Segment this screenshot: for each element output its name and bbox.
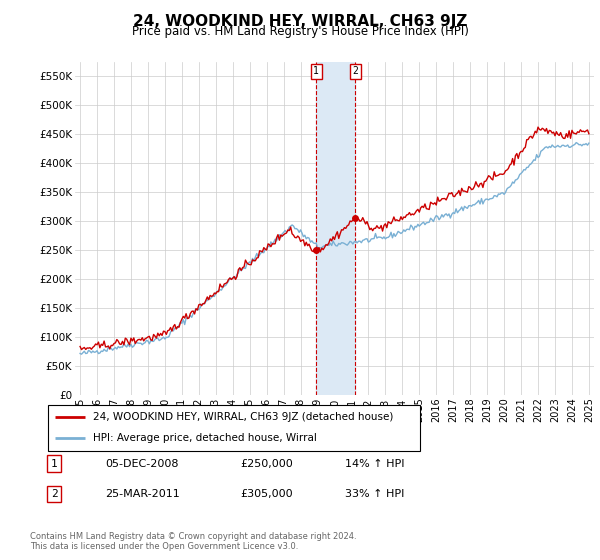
Text: This data is licensed under the Open Government Licence v3.0.: This data is licensed under the Open Gov… xyxy=(30,542,298,551)
Text: 1: 1 xyxy=(313,67,319,77)
Text: 2: 2 xyxy=(50,489,58,499)
Text: 14% ↑ HPI: 14% ↑ HPI xyxy=(345,459,404,469)
Text: 24, WOODKIND HEY, WIRRAL, CH63 9JZ: 24, WOODKIND HEY, WIRRAL, CH63 9JZ xyxy=(133,14,467,29)
Bar xyxy=(316,62,355,395)
Text: 25-MAR-2011: 25-MAR-2011 xyxy=(105,489,180,499)
Text: HPI: Average price, detached house, Wirral: HPI: Average price, detached house, Wirr… xyxy=(92,433,317,444)
Text: £250,000: £250,000 xyxy=(240,459,293,469)
Text: 1: 1 xyxy=(50,459,58,469)
Text: Price paid vs. HM Land Registry's House Price Index (HPI): Price paid vs. HM Land Registry's House … xyxy=(131,25,469,38)
Text: 24, WOODKIND HEY, WIRRAL, CH63 9JZ (detached house): 24, WOODKIND HEY, WIRRAL, CH63 9JZ (deta… xyxy=(92,412,393,422)
Text: Contains HM Land Registry data © Crown copyright and database right 2024.: Contains HM Land Registry data © Crown c… xyxy=(30,532,356,541)
Text: 2: 2 xyxy=(352,67,358,77)
Text: £305,000: £305,000 xyxy=(240,489,293,499)
Text: 05-DEC-2008: 05-DEC-2008 xyxy=(105,459,179,469)
Text: 33% ↑ HPI: 33% ↑ HPI xyxy=(345,489,404,499)
